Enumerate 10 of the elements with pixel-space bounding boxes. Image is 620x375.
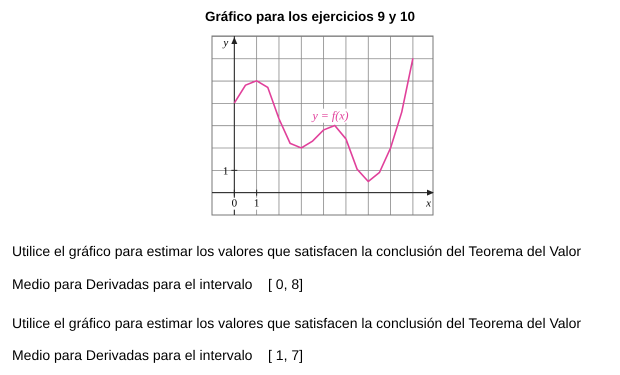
annotation: 1 [222, 165, 228, 178]
text: Utilice el gráfico para estimar los valores que satisfacen la conclusión del Teorema del Valor [12, 243, 582, 259]
x-tick-label: 0 [232, 198, 238, 210]
series-label: y = f(x) [311, 108, 349, 123]
chart-title: Gráfico para los ejercicios 9 y 10 [204, 9, 416, 24]
x-axis-title: x [425, 198, 432, 210]
text: Utilice el gráfico para estimar los valores que satisfacen la conclusión del Teorema del Valor [12, 315, 582, 331]
text: Medio para Derivadas para el intervalo [ 1, 7] [12, 347, 304, 363]
y-axis-title: y [222, 37, 228, 49]
text: Medio para Derivadas para el intervalo [ 0, 8] [12, 276, 304, 292]
